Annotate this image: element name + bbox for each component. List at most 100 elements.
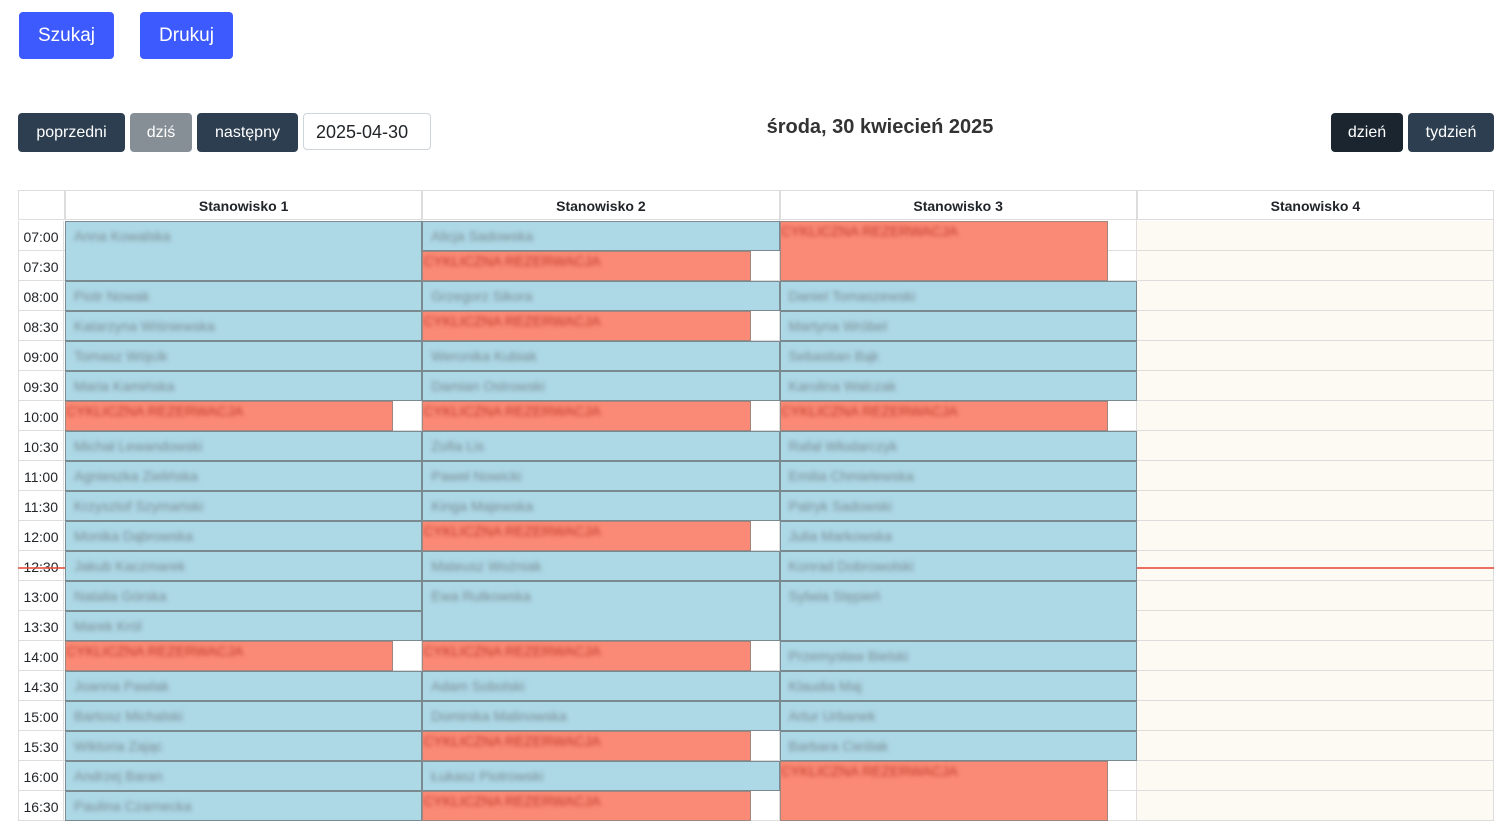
event-label: CYKLICZNA REZERWACJA: [423, 733, 601, 749]
booking[interactable]: Maria Kamińska: [65, 371, 423, 401]
event-label: CYKLICZNA REZERWACJA: [66, 643, 244, 659]
booking[interactable]: Dominika Malinowska: [422, 701, 780, 731]
booking[interactable]: Anna Kowalska: [65, 221, 423, 281]
cyclic-reservation[interactable]: CYKLICZNA REZERWACJA: [422, 791, 751, 821]
booking[interactable]: Tomasz Wójcik: [65, 341, 423, 371]
event-label: Maria Kamińska: [74, 378, 175, 394]
booking[interactable]: Zofia Lis: [422, 431, 780, 461]
event-label: CYKLICZNA REZERWACJA: [780, 763, 958, 779]
booking[interactable]: Klaudia Maj: [779, 671, 1137, 701]
booking[interactable]: Martyna Wróbel: [779, 311, 1137, 341]
next-button[interactable]: następny: [197, 113, 298, 152]
booking[interactable]: Sylwia Stępień: [779, 581, 1137, 641]
cyclic-reservation[interactable]: CYKLICZNA REZERWACJA: [422, 311, 751, 341]
cyclic-reservation[interactable]: CYKLICZNA REZERWACJA: [422, 521, 751, 551]
booking[interactable]: Adam Sobolski: [422, 671, 780, 701]
booking[interactable]: Piotr Nowak: [65, 281, 423, 311]
booking[interactable]: Przemysław Bielski: [779, 641, 1137, 671]
time-label: 11:30: [18, 491, 64, 521]
event-label: Patryk Sadowski: [788, 498, 892, 514]
event-label: Rafał Włodarczyk: [788, 438, 898, 454]
booking[interactable]: Paweł Nowicki: [422, 461, 780, 491]
time-row: [18, 731, 1494, 761]
cyclic-reservation[interactable]: CYKLICZNA REZERWACJA: [779, 401, 1108, 431]
booking[interactable]: Artur Urbanek: [779, 701, 1137, 731]
time-header: [18, 190, 65, 220]
cyclic-reservation[interactable]: CYKLICZNA REZERWACJA: [422, 641, 751, 671]
booking[interactable]: Kinga Majewska: [422, 491, 780, 521]
booking[interactable]: Natalia Górska: [65, 581, 423, 611]
booking[interactable]: Jakub Kaczmarek: [65, 551, 423, 581]
week-view-button[interactable]: tydzień: [1408, 113, 1494, 152]
event-label: Wiktoria Zając: [74, 738, 163, 754]
booking[interactable]: Ewa Rutkowska: [422, 581, 780, 641]
booking[interactable]: Rafał Włodarczyk: [779, 431, 1137, 461]
column-header: Stanowisko 3: [779, 190, 1137, 220]
time-label: 15:00: [18, 701, 64, 731]
booking[interactable]: Grzegorz Sikora: [422, 281, 780, 311]
booking[interactable]: Daniel Tomaszewski: [779, 281, 1137, 311]
booking[interactable]: Damian Ostrowski: [422, 371, 780, 401]
print-button[interactable]: Drukuj: [140, 12, 233, 59]
booking[interactable]: Sebastian Bąk: [779, 341, 1137, 371]
event-label: Ewa Rutkowska: [431, 588, 531, 604]
search-button[interactable]: Szukaj: [19, 12, 114, 59]
time-label: 14:00: [18, 641, 64, 671]
booking[interactable]: Karolina Walczak: [779, 371, 1137, 401]
event-label: Monika Dąbrowska: [74, 528, 194, 544]
event-label: Łukasz Piotrowski: [431, 768, 544, 784]
booking[interactable]: Konrad Dobrowolski: [779, 551, 1137, 581]
time-label: 10:30: [18, 431, 64, 461]
booking[interactable]: Emilia Chmielewska: [779, 461, 1137, 491]
booking[interactable]: Wiktoria Zając: [65, 731, 423, 761]
booking[interactable]: Bartosz Michalski: [65, 701, 423, 731]
time-label: 15:30: [18, 731, 64, 761]
event-label: Katarzyna Wiśniewska: [74, 318, 215, 334]
event-label: CYKLICZNA REZERWACJA: [780, 403, 958, 419]
booking[interactable]: Joanna Pawlak: [65, 671, 423, 701]
event-label: CYKLICZNA REZERWACJA: [780, 223, 958, 239]
event-label: Julia Markowska: [788, 528, 892, 544]
cyclic-reservation[interactable]: CYKLICZNA REZERWACJA: [65, 401, 394, 431]
cyclic-reservation[interactable]: CYKLICZNA REZERWACJA: [779, 761, 1108, 821]
booking[interactable]: Krzysztof Szymański: [65, 491, 423, 521]
booking[interactable]: Paulina Czarnecka: [65, 791, 423, 821]
booking[interactable]: Alicja Sadowska: [422, 221, 780, 251]
event-label: Sylwia Stępień: [788, 588, 881, 604]
cyclic-reservation[interactable]: CYKLICZNA REZERWACJA: [422, 731, 751, 761]
time-row: [18, 521, 1494, 551]
cyclic-reservation[interactable]: CYKLICZNA REZERWACJA: [422, 401, 751, 431]
date-input[interactable]: 2025-04-30: [303, 113, 431, 150]
booking[interactable]: Michał Lewandowski: [65, 431, 423, 461]
booking[interactable]: Mateusz Woźniak: [422, 551, 780, 581]
booking[interactable]: Patryk Sadowski: [779, 491, 1137, 521]
booking[interactable]: Łukasz Piotrowski: [422, 761, 780, 791]
event-label: Martyna Wróbel: [788, 318, 888, 334]
today-button[interactable]: dziś: [130, 113, 192, 152]
cyclic-reservation[interactable]: CYKLICZNA REZERWACJA: [422, 251, 751, 281]
event-label: CYKLICZNA REZERWACJA: [423, 793, 601, 809]
day-view-button[interactable]: dzień: [1331, 113, 1403, 152]
column-background: [1136, 221, 1494, 821]
booking[interactable]: Marek Król: [65, 611, 423, 641]
booking[interactable]: Agnieszka Zielińska: [65, 461, 423, 491]
event-label: Adam Sobolski: [431, 678, 525, 694]
booking[interactable]: Weronika Kubiak: [422, 341, 780, 371]
event-label: CYKLICZNA REZERWACJA: [423, 523, 601, 539]
cyclic-reservation[interactable]: CYKLICZNA REZERWACJA: [779, 221, 1108, 281]
event-label: Dominika Malinowska: [431, 708, 567, 724]
booking[interactable]: Katarzyna Wiśniewska: [65, 311, 423, 341]
booking[interactable]: Monika Dąbrowska: [65, 521, 423, 551]
booking[interactable]: Julia Markowska: [779, 521, 1137, 551]
prev-button[interactable]: poprzedni: [18, 113, 125, 152]
event-label: Joanna Pawlak: [74, 678, 169, 694]
time-label: 10:00: [18, 401, 64, 431]
booking[interactable]: Andrzej Baran: [65, 761, 423, 791]
event-label: CYKLICZNA REZERWACJA: [423, 253, 601, 269]
time-label: 16:30: [18, 791, 64, 821]
event-label: Damian Ostrowski: [431, 378, 545, 394]
cyclic-reservation[interactable]: CYKLICZNA REZERWACJA: [65, 641, 394, 671]
time-row: [18, 791, 1494, 821]
booking[interactable]: Barbara Cieślak: [779, 731, 1137, 761]
time-label: 13:00: [18, 581, 64, 611]
